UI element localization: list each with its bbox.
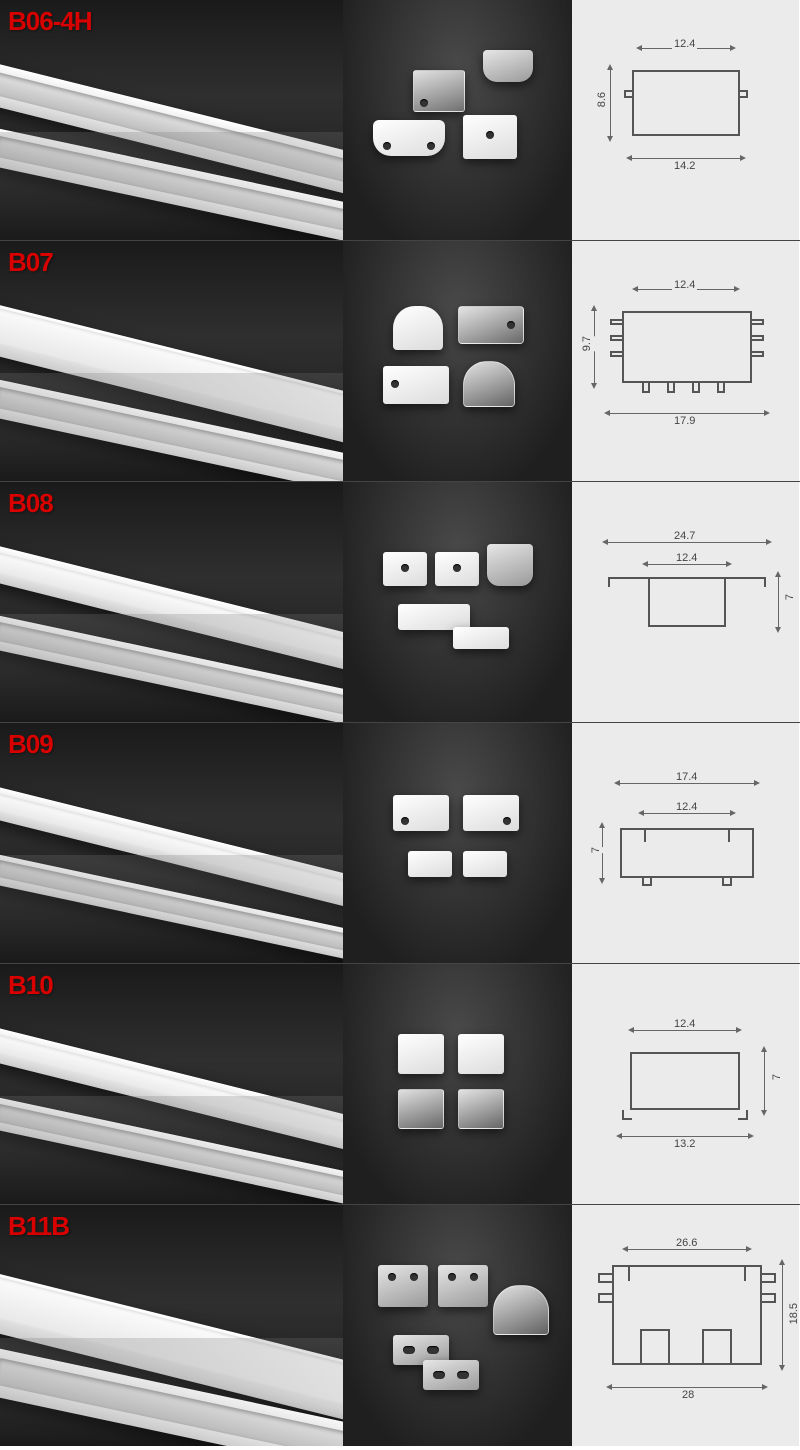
metal-spring-clip-icon bbox=[483, 50, 533, 82]
dim-outer-width: 17.9 bbox=[672, 415, 697, 427]
dim-height: 7 bbox=[588, 847, 604, 853]
dim-height: 9.7 bbox=[579, 336, 595, 351]
reflection bbox=[0, 1338, 343, 1446]
reflection bbox=[0, 132, 343, 240]
dimension-diagram-cell: 24.7 12.4 7 bbox=[572, 482, 799, 722]
white-endcap-icon bbox=[398, 1034, 444, 1074]
metal-hinge-bracket-icon bbox=[438, 1265, 488, 1307]
clear-endcap-icon bbox=[398, 1089, 444, 1129]
product-label: B09 bbox=[8, 729, 53, 760]
reflection bbox=[0, 373, 343, 481]
metal-spring-clip-icon bbox=[487, 544, 533, 586]
white-clip-icon bbox=[383, 552, 427, 586]
profile-diagram: 24.7 12.4 7 bbox=[572, 482, 799, 722]
accessories-photo-cell bbox=[343, 1205, 572, 1446]
accessories-photo-cell bbox=[343, 964, 572, 1204]
white-clip-ear-icon bbox=[383, 366, 449, 404]
clear-endcap-dome-icon bbox=[463, 361, 515, 407]
product-row: B07 bbox=[0, 241, 800, 482]
accessories-photo-cell bbox=[343, 723, 572, 963]
white-bracket-icon bbox=[373, 120, 445, 156]
dim-height: 18.5 bbox=[786, 1303, 799, 1324]
dim-inner-width: 12.4 bbox=[672, 1018, 697, 1030]
profile-diagram: 12.4 14.2 8.6 bbox=[572, 0, 799, 240]
dimension-diagram-cell: 12.4 14.2 8.6 bbox=[572, 0, 799, 240]
white-clip-ear-icon bbox=[393, 795, 449, 831]
white-endcap-dome-icon bbox=[393, 306, 443, 350]
dim-outer-width: 24.7 bbox=[672, 530, 697, 542]
dim-outer-width: 28 bbox=[680, 1389, 696, 1401]
product-row: B06-4H 12.4 bbox=[0, 0, 800, 241]
reflection bbox=[0, 855, 343, 963]
product-photo-cell: B10 bbox=[0, 964, 343, 1204]
profile-diagram: 12.4 17.9 9.7 bbox=[572, 241, 799, 481]
product-row: B09 17.4 12.4 bbox=[0, 723, 800, 964]
accessories-photo-cell bbox=[343, 482, 572, 722]
clear-clip-ear-icon bbox=[458, 306, 524, 344]
accessories-photo-cell bbox=[343, 241, 572, 481]
dim-outer-width: 13.2 bbox=[672, 1138, 697, 1150]
dim-height: 7 bbox=[769, 1074, 785, 1080]
product-row: B10 12.4 13.2 bbox=[0, 964, 800, 1205]
product-label: B10 bbox=[8, 970, 53, 1001]
white-endcap-icon bbox=[463, 115, 517, 159]
profile-diagram: 26.6 28 18.5 bbox=[572, 1205, 799, 1446]
dim-outer-width: 17.4 bbox=[674, 771, 699, 783]
accessories-photo-cell bbox=[343, 0, 572, 240]
product-photo-cell: B11B bbox=[0, 1205, 343, 1446]
product-label: B07 bbox=[8, 247, 53, 278]
dimension-diagram-cell: 17.4 12.4 7 bbox=[572, 723, 799, 963]
reflection bbox=[0, 1096, 343, 1204]
metal-plate-slotted-icon bbox=[423, 1360, 479, 1390]
dim-inner-width: 12.4 bbox=[672, 279, 697, 291]
white-endcap-icon bbox=[458, 1034, 504, 1074]
profile-diagram: 12.4 13.2 7 bbox=[572, 964, 799, 1204]
reflection bbox=[0, 614, 343, 722]
dimension-diagram-cell: 12.4 17.9 9.7 bbox=[572, 241, 799, 481]
dim-height: 8.6 bbox=[594, 92, 610, 107]
white-endcap-icon bbox=[463, 851, 507, 877]
dim-inner-width: 12.4 bbox=[672, 38, 697, 50]
clear-clip-icon bbox=[413, 70, 465, 112]
clear-endcap-dome-large-icon bbox=[493, 1285, 549, 1335]
dim-inner-width: 12.4 bbox=[674, 801, 699, 813]
dimension-diagram-cell: 26.6 28 18.5 bbox=[572, 1205, 799, 1446]
metal-hinge-bracket-icon bbox=[378, 1265, 428, 1307]
white-clip-icon bbox=[435, 552, 479, 586]
dimension-diagram-cell: 12.4 13.2 7 bbox=[572, 964, 799, 1204]
white-endcap-icon bbox=[408, 851, 452, 877]
product-label: B11B bbox=[8, 1211, 69, 1242]
product-row: B08 24.7 12.4 bbox=[0, 482, 800, 723]
dim-inner-width: 12.4 bbox=[674, 552, 699, 564]
product-row: B11B 26.6 bbox=[0, 1205, 800, 1446]
product-photo-cell: B06-4H bbox=[0, 0, 343, 240]
product-photo-cell: B09 bbox=[0, 723, 343, 963]
product-photo-cell: B07 bbox=[0, 241, 343, 481]
white-clip-ear-icon bbox=[463, 795, 519, 831]
product-catalog-grid: B06-4H 12.4 bbox=[0, 0, 800, 1446]
dim-height: 7 bbox=[782, 594, 798, 600]
product-label: B08 bbox=[8, 488, 53, 519]
product-photo-cell: B08 bbox=[0, 482, 343, 722]
dim-outer-width: 14.2 bbox=[672, 160, 697, 172]
clear-endcap-icon bbox=[458, 1089, 504, 1129]
dim-inner-width: 26.6 bbox=[674, 1237, 699, 1249]
profile-diagram: 17.4 12.4 7 bbox=[572, 723, 799, 963]
product-label: B06-4H bbox=[8, 6, 92, 37]
white-endcap-icon bbox=[453, 627, 509, 649]
